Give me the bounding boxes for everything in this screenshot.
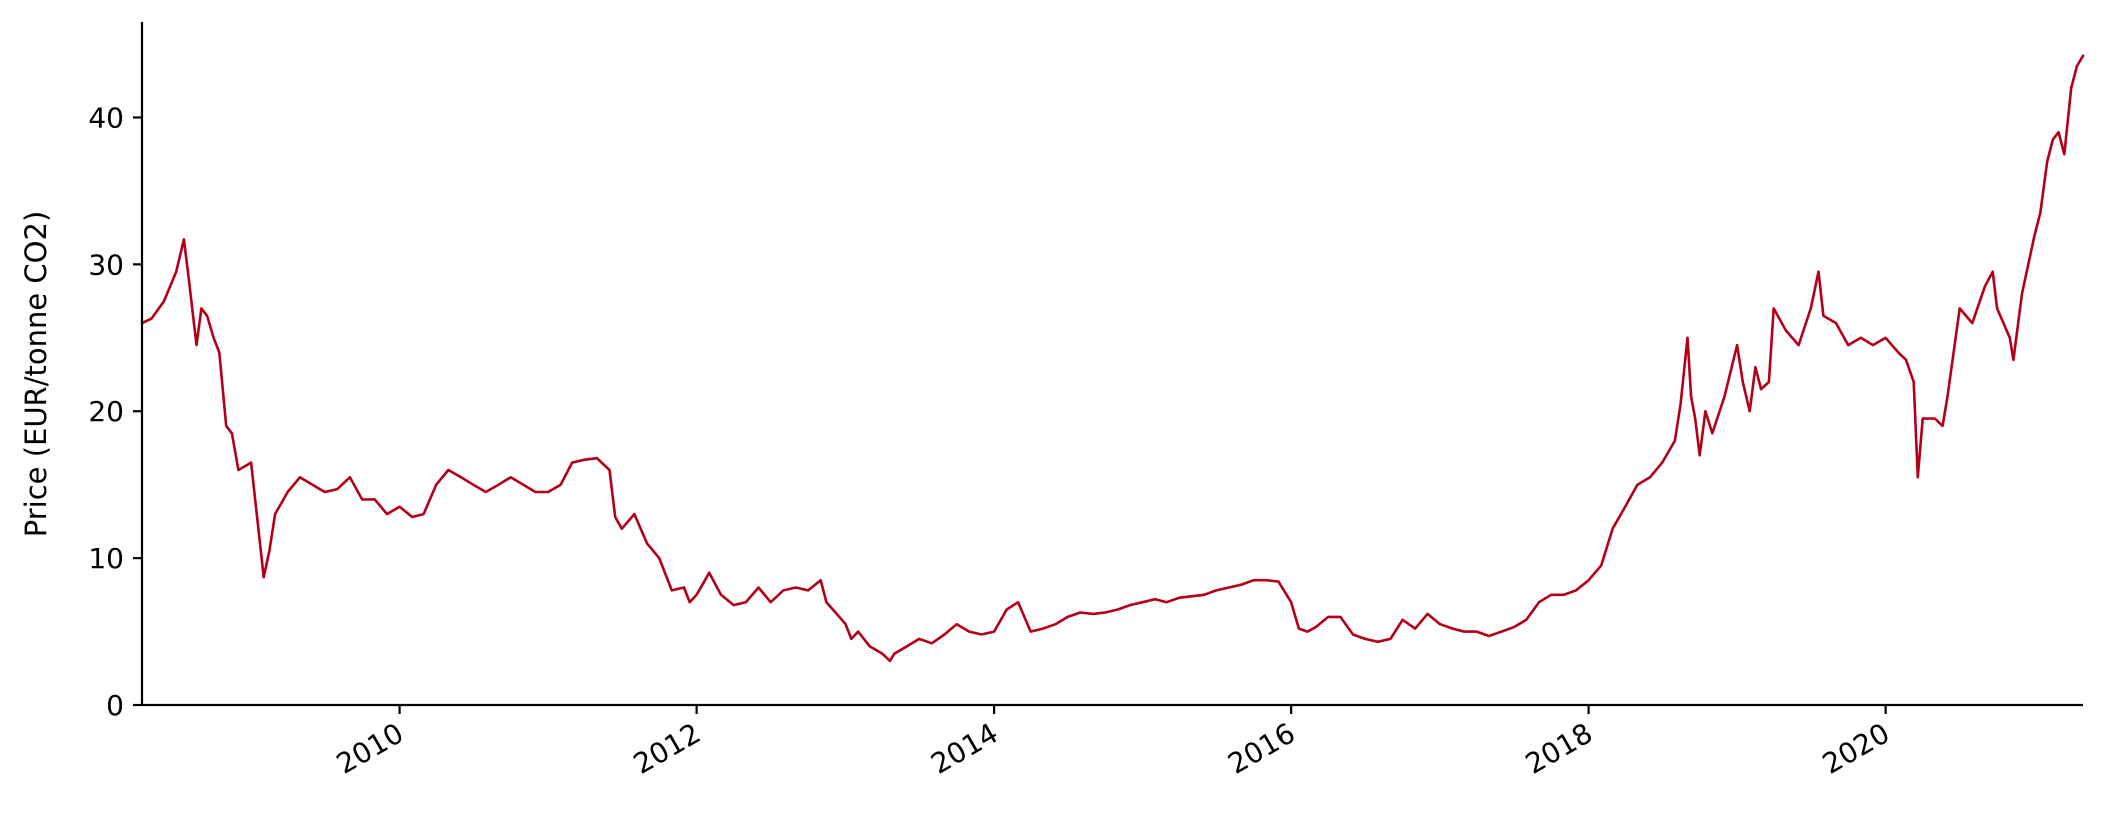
x-tick-label: 2020 xyxy=(1817,716,1895,780)
y-tick-label: 20 xyxy=(88,395,124,428)
x-tick-label: 2010 xyxy=(331,716,409,780)
x-axis-ticks: 2010 2012 2014 2016 2018 2020 xyxy=(331,705,1895,781)
y-tick-label: 10 xyxy=(88,542,124,575)
y-tick-label: 40 xyxy=(88,101,124,134)
x-tick-label: 2012 xyxy=(628,716,706,780)
x-tick-label: 2018 xyxy=(1520,716,1598,780)
x-tick-label: 2014 xyxy=(925,716,1003,780)
x-tick-label: 2016 xyxy=(1222,716,1300,780)
y-axis-title: Price (EUR/tonne CO2) xyxy=(19,211,53,538)
plot-area xyxy=(140,54,2085,663)
y-axis-ticks: 0 10 20 30 40 xyxy=(88,101,142,722)
series-line-price xyxy=(140,54,2085,663)
y-tick-label: 30 xyxy=(88,248,124,281)
y-tick-label: 0 xyxy=(106,689,124,722)
